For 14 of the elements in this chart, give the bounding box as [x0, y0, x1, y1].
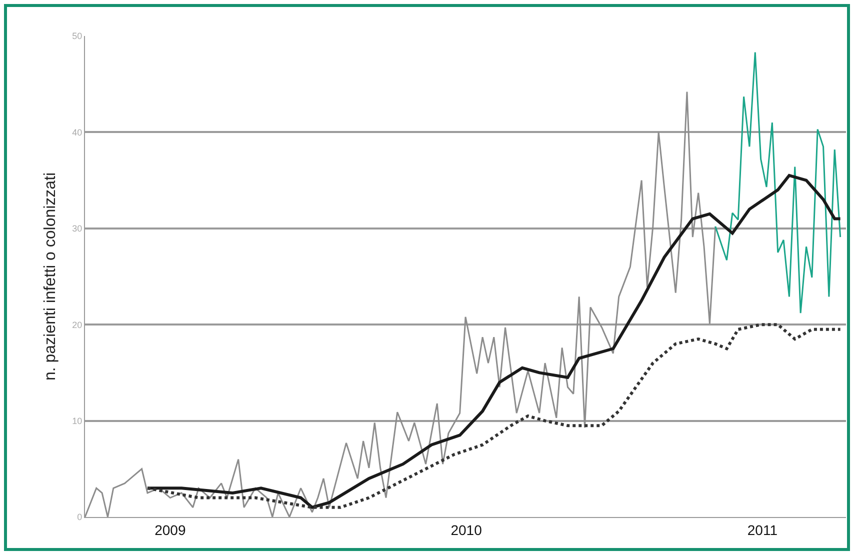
- y-tick-label: 50: [72, 31, 82, 42]
- x-tick-label: 2009: [154, 522, 186, 538]
- y-tick-label: 10: [72, 416, 82, 426]
- y-tick-label: 30: [72, 224, 82, 234]
- y-tick-label: 20: [72, 320, 82, 330]
- x-tick-label: 2011: [747, 522, 778, 538]
- line-series: [714, 52, 842, 314]
- line-series: [146, 323, 842, 509]
- line-series: [146, 174, 842, 509]
- x-tick-label: 2010: [450, 522, 482, 538]
- y-tick-label: 0: [77, 512, 82, 522]
- y-tick-label: 40: [72, 127, 82, 138]
- y-axis-title: n. pazienti infetti o colonizzati: [42, 172, 60, 381]
- line-series: [85, 91, 716, 517]
